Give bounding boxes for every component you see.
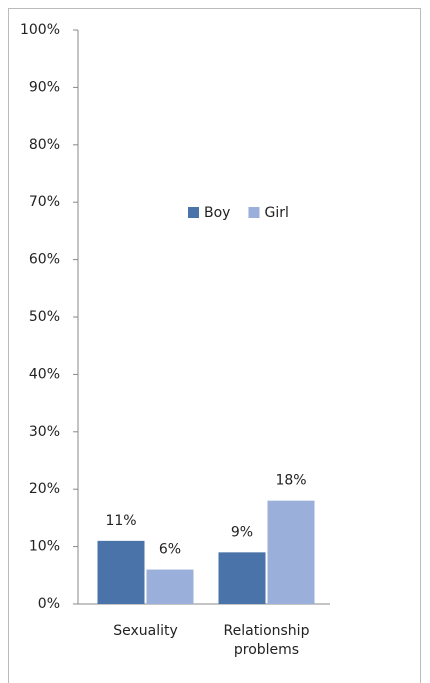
legend-swatch: [188, 207, 199, 218]
legend-swatch: [248, 207, 260, 218]
y-tick-label: 0%: [38, 596, 60, 612]
y-tick-label: 70%: [29, 194, 60, 210]
bar: [218, 552, 266, 604]
y-tick-label: 60%: [29, 252, 60, 268]
legend-label: Girl: [264, 205, 288, 221]
y-tick-label: 50%: [29, 309, 60, 325]
y-tick-label: 10%: [29, 539, 60, 555]
y-tick-label: 20%: [29, 481, 60, 497]
x-tick-label: Sexuality: [113, 623, 178, 639]
y-tick-label: 30%: [29, 424, 60, 440]
y-tick-label: 80%: [29, 137, 60, 153]
y-tick-label: 40%: [29, 366, 60, 382]
bar: [97, 540, 145, 604]
legend-label: Boy: [204, 205, 230, 221]
data-label: 18%: [275, 473, 306, 489]
x-tick-label: Relationship problems: [223, 623, 310, 658]
frame: [8, 8, 421, 683]
data-label: 6%: [159, 542, 181, 558]
bar: [146, 569, 194, 604]
data-label: 9%: [231, 524, 253, 540]
data-label: 11%: [105, 513, 136, 529]
y-tick-label: 100%: [20, 22, 60, 38]
y-tick-label: 90%: [29, 79, 60, 95]
bar: [267, 500, 315, 604]
